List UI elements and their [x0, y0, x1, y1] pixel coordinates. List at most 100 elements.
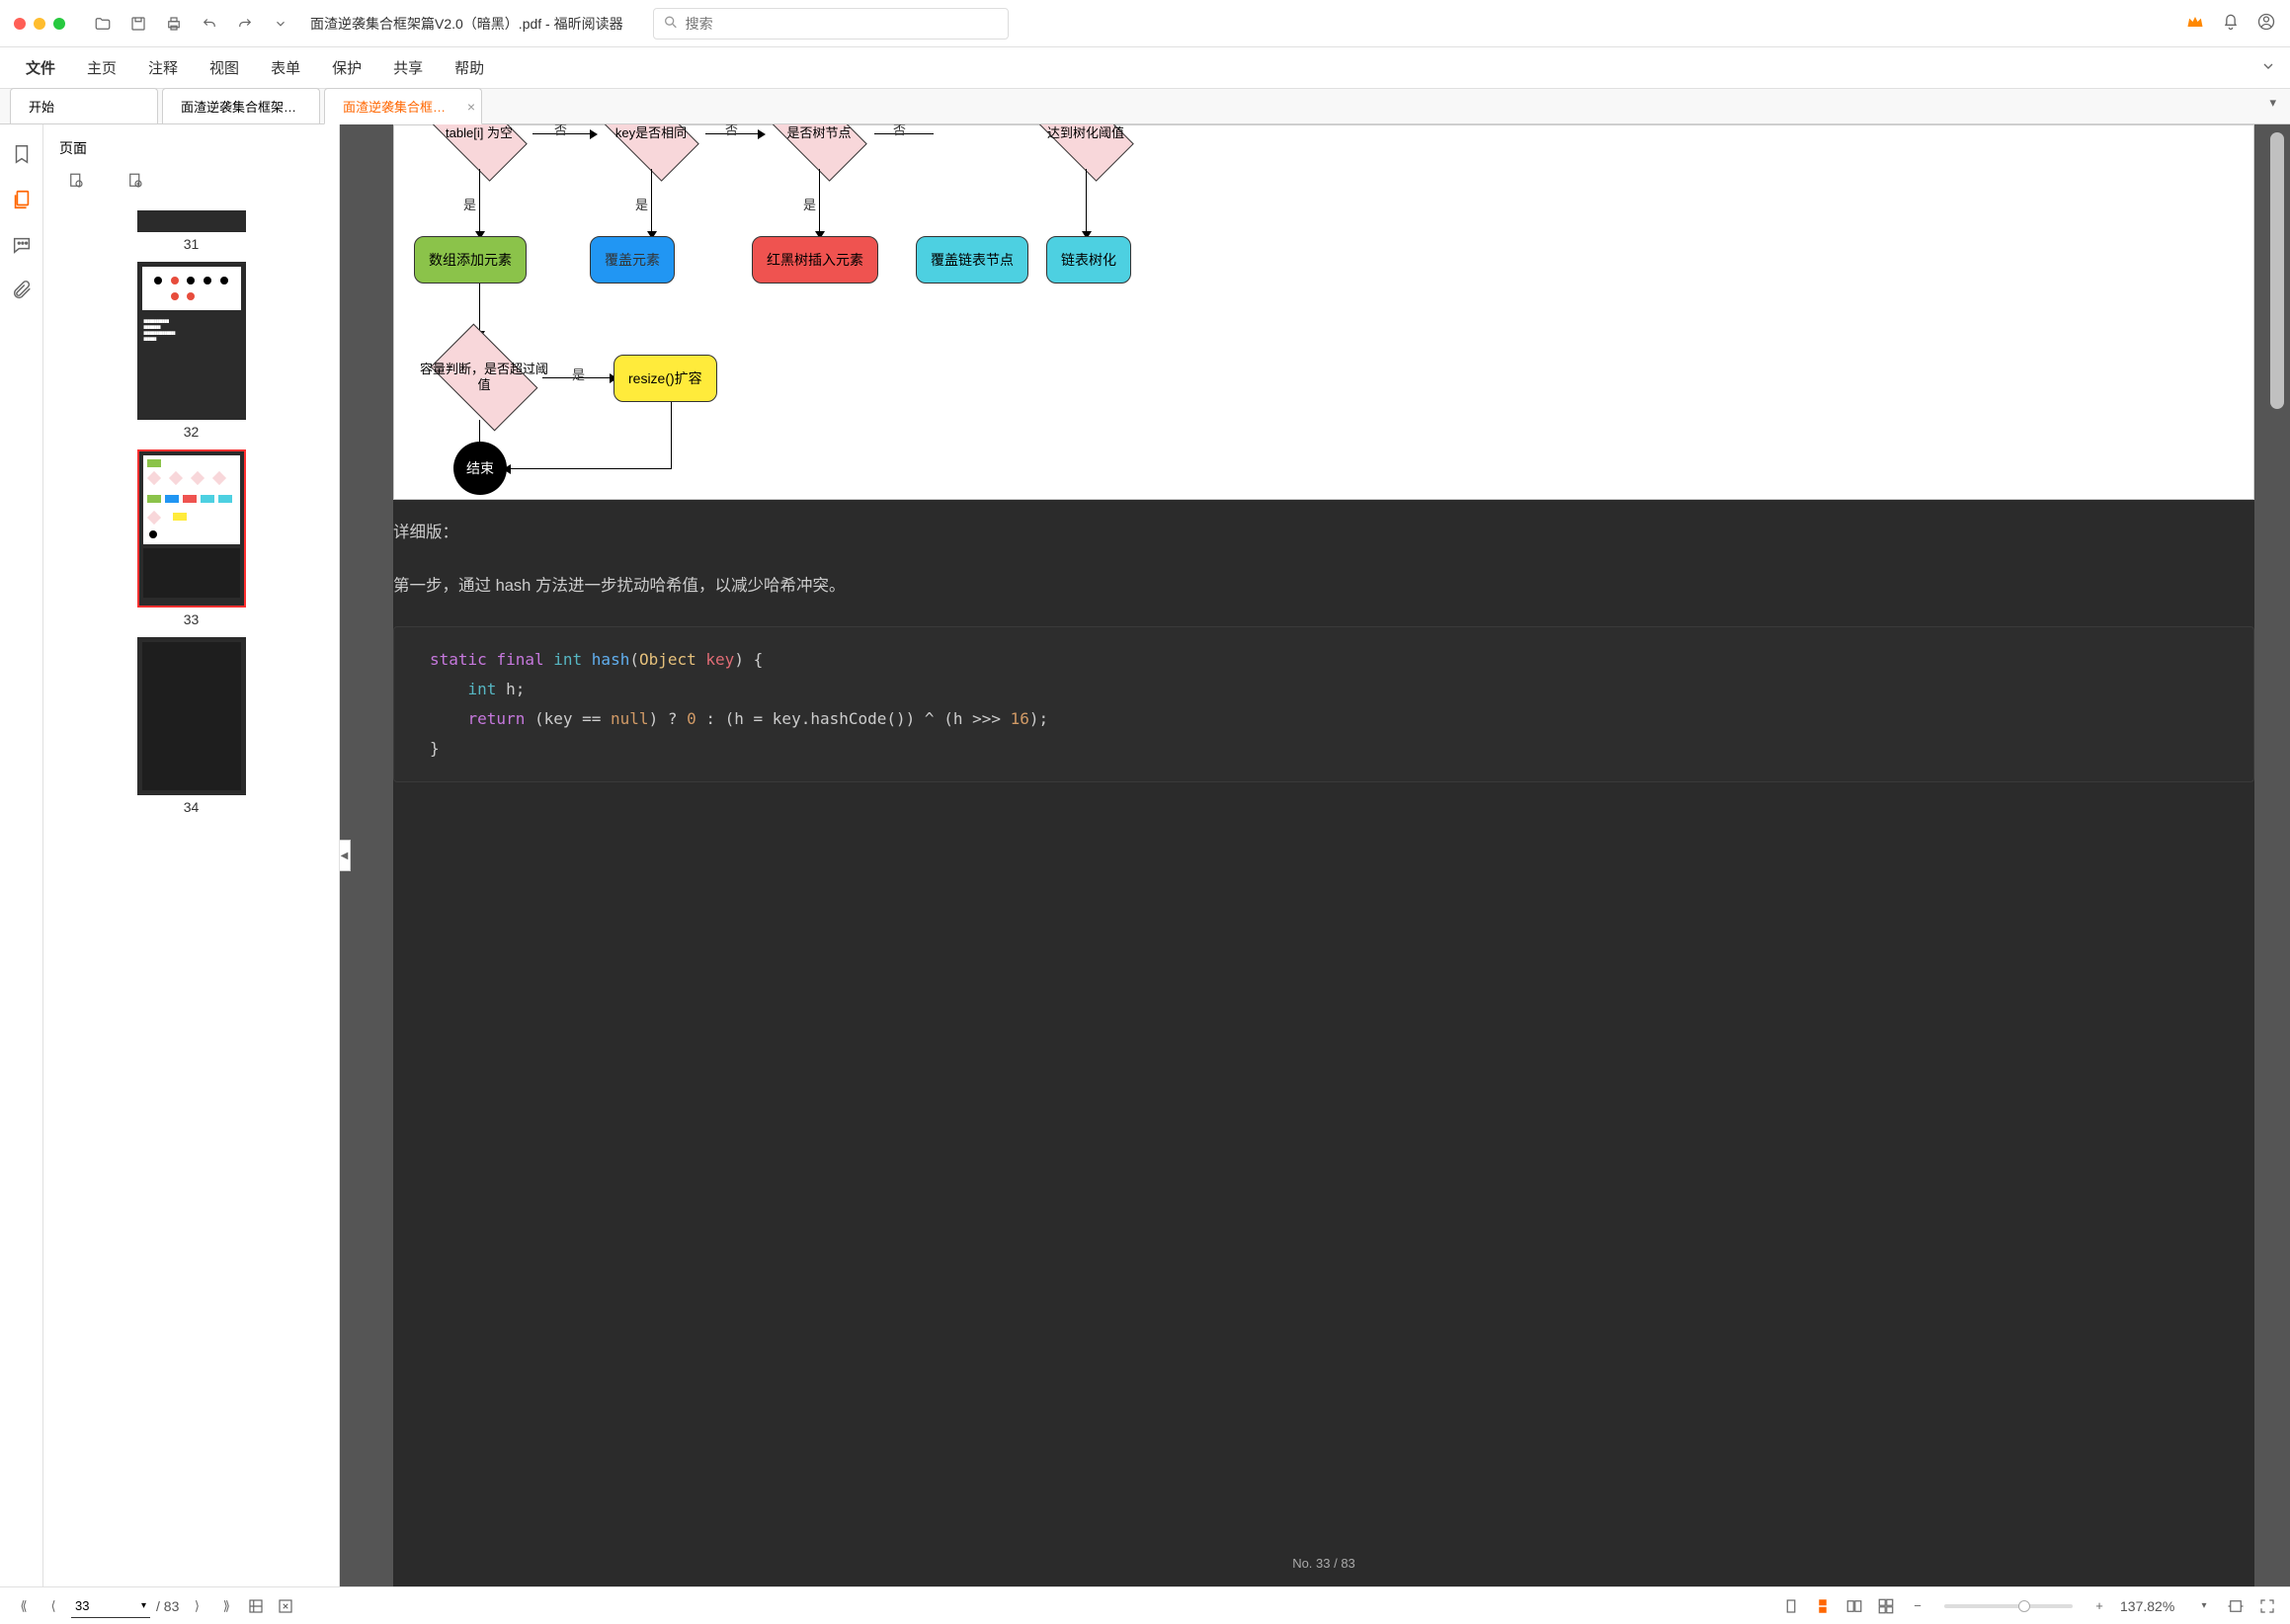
menu-help[interactable]: 帮助 [439, 47, 500, 88]
rect-cover: 覆盖元素 [590, 236, 675, 284]
zoom-slider[interactable] [1944, 1604, 2073, 1608]
left-icon-strip [0, 124, 43, 1586]
single-page-icon[interactable] [1780, 1595, 1802, 1617]
search-icon [663, 14, 679, 33]
thumbnails-panel: 页面 31 ██████████████████████████████████… [43, 124, 340, 1586]
panel-tool-2-icon[interactable] [126, 172, 144, 193]
user-icon[interactable] [2256, 12, 2276, 35]
edge [509, 468, 672, 469]
tab-doc-b[interactable]: 面渣逆袭集合框架篇...× [324, 88, 482, 124]
minimize-window[interactable] [34, 18, 45, 30]
edge [671, 402, 672, 468]
menu-collapse-icon[interactable] [2260, 58, 2276, 77]
panel-title: 页面 [43, 124, 339, 166]
rect-cover-list: 覆盖链表节点 [916, 236, 1028, 284]
page-input[interactable]: 33 [75, 1598, 89, 1613]
label-yes: 是 [572, 365, 585, 383]
attachment-icon[interactable] [10, 279, 34, 302]
article-p2: 第一步，通过 hash 方法进一步扰动哈希值，以减少哈希冲突。 [393, 573, 2254, 599]
label-no: 否 [725, 124, 738, 138]
page-number: No. 33 / 83 [393, 1556, 2254, 1571]
tab-close-icon[interactable]: × [467, 99, 475, 115]
document-title: 面渣逆袭集合框架篇V2.0（暗黑）.pdf - 福昕阅读器 [310, 14, 623, 34]
article-body: 详细版： 第一步，通过 hash 方法进一步扰动哈希值，以减少哈希冲突。 sta… [393, 520, 2254, 782]
fullscreen-icon[interactable] [2256, 1595, 2278, 1617]
dropdown-icon[interactable] [271, 14, 290, 34]
tabs-dropdown-icon[interactable]: ▾ [2269, 95, 2276, 111]
facing-page-icon[interactable] [1843, 1595, 1865, 1617]
zoom-in-icon[interactable]: + [2088, 1595, 2110, 1617]
thumbnail-32[interactable]: ████████████████████████████████████████… [137, 262, 246, 420]
bookmark-icon[interactable] [10, 142, 34, 166]
page-input-wrap[interactable]: 33▾ [71, 1594, 150, 1618]
menubar: 文件 主页 注释 视图 表单 保护 共享 帮助 [0, 47, 2290, 89]
pages-icon[interactable] [10, 188, 34, 211]
view-mode-1-icon[interactable] [244, 1594, 268, 1618]
menu-form[interactable]: 表单 [255, 47, 316, 88]
diamond-capacity: 容量判断，是否超过阈值 [420, 333, 548, 422]
open-icon[interactable] [93, 14, 113, 34]
label-yes: 是 [635, 195, 648, 213]
diamond-is-tree: 是否树节点 [760, 124, 878, 171]
menu-view[interactable]: 视图 [194, 47, 255, 88]
diamond-tree-threshold: 达到树化阈值 [1026, 124, 1145, 171]
search-input[interactable] [653, 8, 1009, 40]
continuous-page-icon[interactable] [1812, 1595, 1834, 1617]
view-controls: − + 137.82% ▾ [1780, 1595, 2278, 1617]
label-yes: 是 [803, 195, 816, 213]
first-page-icon[interactable]: ⟪ [12, 1594, 36, 1618]
titlebar: 面渣逆袭集合框架篇V2.0（暗黑）.pdf - 福昕阅读器 [0, 0, 2290, 47]
thumbnail-31[interactable] [137, 210, 246, 232]
article-p1: 详细版： [393, 520, 2254, 545]
view-mode-2-icon[interactable] [274, 1594, 297, 1618]
thumbnails-list[interactable]: 31 █████████████████████████████████████… [43, 203, 339, 1586]
diamond-key-equal: key是否相同 [592, 124, 710, 171]
menu-home[interactable]: 主页 [71, 47, 132, 88]
maximize-window[interactable] [53, 18, 65, 30]
search-box[interactable] [653, 8, 1009, 40]
window-controls [14, 18, 65, 30]
panel-tool-1-icon[interactable] [67, 172, 85, 193]
close-window[interactable] [14, 18, 26, 30]
tab-doc-a[interactable]: 面渣逆袭集合框架V... [162, 88, 320, 123]
zoom-out-icon[interactable]: − [1907, 1595, 1928, 1617]
next-page-icon[interactable]: ⟩ [185, 1594, 208, 1618]
thumb-label-32: 32 [55, 424, 327, 440]
edge [479, 284, 480, 333]
label-yes: 是 [463, 195, 476, 213]
tab-start[interactable]: 开始 [10, 88, 158, 123]
statusbar: ⟪ ⟨ 33▾ / 83 ⟩ ⟫ − + 137.82% ▾ [0, 1586, 2290, 1624]
thumbnail-33[interactable] [137, 449, 246, 608]
print-icon[interactable] [164, 14, 184, 34]
rect-rbtree: 红黑树插入元素 [752, 236, 878, 284]
thumbnail-34[interactable] [137, 637, 246, 795]
facing-continuous-icon[interactable] [1875, 1595, 1897, 1617]
tab-doc-b-label: 面渣逆袭集合框架篇... [343, 100, 469, 115]
bell-icon[interactable] [2221, 12, 2241, 35]
scrollbar[interactable] [2270, 132, 2284, 409]
label-no: 否 [554, 124, 567, 138]
menu-share[interactable]: 共享 [377, 47, 439, 88]
save-icon[interactable] [128, 14, 148, 34]
menu-annotation[interactable]: 注释 [132, 47, 194, 88]
zoom-value: 137.82% [2120, 1598, 2183, 1614]
rect-add-array: 数组添加元素 [414, 236, 527, 284]
fit-width-icon[interactable] [2225, 1595, 2247, 1617]
undo-icon[interactable] [200, 14, 219, 34]
menu-protect[interactable]: 保护 [316, 47, 377, 88]
edge [819, 169, 820, 233]
edge [1086, 169, 1087, 233]
prev-page-icon[interactable]: ⟨ [41, 1594, 65, 1618]
edge [651, 169, 652, 233]
collapse-panel-icon[interactable]: ◀ [340, 840, 351, 871]
zoom-dropdown-icon[interactable]: ▾ [2193, 1595, 2215, 1617]
thumb-label-33: 33 [55, 611, 327, 627]
menu-file[interactable]: 文件 [10, 47, 71, 88]
edge [479, 169, 480, 233]
total-pages: / 83 [156, 1598, 179, 1614]
comment-icon[interactable] [10, 233, 34, 257]
last-page-icon[interactable]: ⟫ [214, 1594, 238, 1618]
redo-icon[interactable] [235, 14, 255, 34]
tabbar: 开始 面渣逆袭集合框架V... 面渣逆袭集合框架篇...× ▾ [0, 89, 2290, 124]
crown-icon[interactable] [2185, 12, 2205, 35]
